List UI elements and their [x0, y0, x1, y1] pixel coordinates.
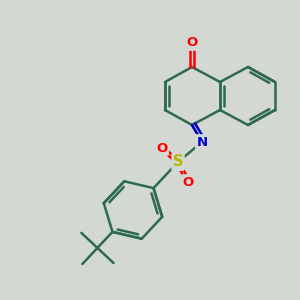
- Text: O: O: [186, 37, 198, 50]
- Text: O: O: [182, 176, 194, 188]
- Text: O: O: [156, 142, 168, 154]
- Text: N: N: [196, 136, 208, 148]
- Text: S: S: [173, 154, 183, 169]
